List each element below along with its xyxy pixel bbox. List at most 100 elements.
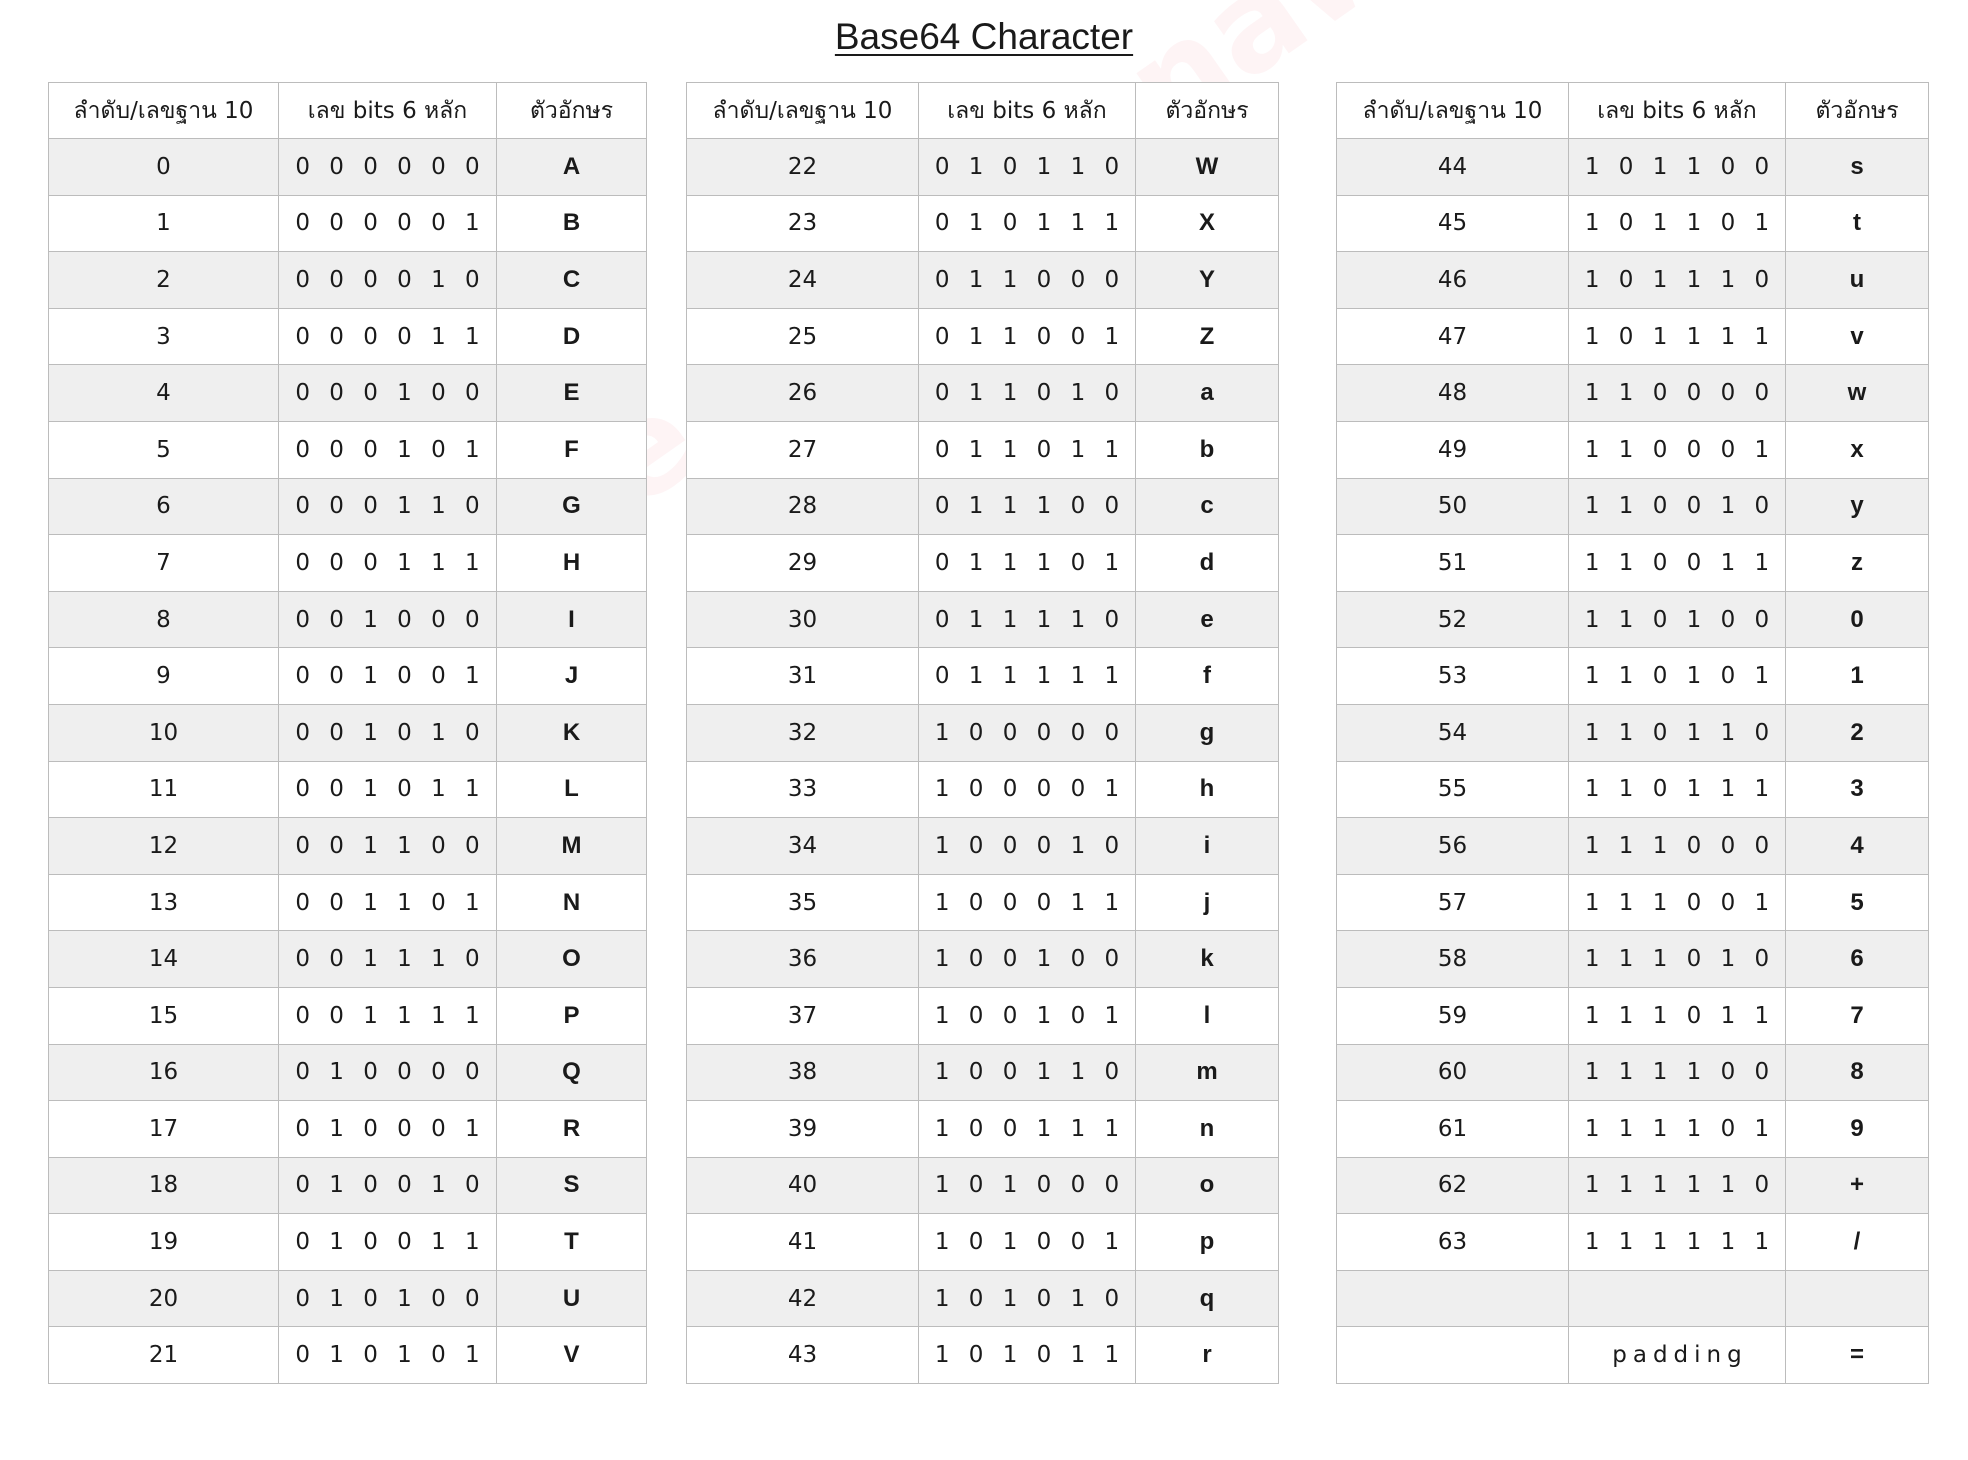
cell-character: Y bbox=[1135, 251, 1279, 309]
cell-bits: 1 1 1 1 0 1 bbox=[1568, 1100, 1786, 1158]
cell-index: 37 bbox=[686, 986, 919, 1045]
cell-index: 32 bbox=[686, 703, 919, 762]
cell-character: O bbox=[496, 930, 647, 988]
cell-bits: 0 1 1 1 0 1 bbox=[918, 534, 1136, 592]
cell-character: s bbox=[1785, 138, 1929, 196]
cell-character: E bbox=[496, 364, 647, 422]
header-bits: เลข bits 6 หลัก bbox=[1568, 82, 1786, 139]
cell-character: = bbox=[1785, 1326, 1929, 1385]
cell-index: 43 bbox=[686, 1326, 919, 1385]
cell-bits: 1 0 0 0 1 0 bbox=[918, 817, 1136, 875]
cell-bits: 1 0 1 1 0 1 bbox=[1568, 194, 1786, 253]
cell-character: R bbox=[496, 1100, 647, 1158]
cell-index: 52 bbox=[1336, 590, 1569, 649]
cell-bits: 0 1 1 0 1 1 bbox=[918, 420, 1136, 479]
cell-bits: 1 1 1 0 0 0 bbox=[1568, 817, 1786, 875]
cell-index: 38 bbox=[686, 1043, 919, 1102]
cell-character: e bbox=[1135, 590, 1279, 649]
cell-character: 8 bbox=[1785, 1043, 1929, 1102]
cell-character: L bbox=[496, 760, 647, 819]
table-row bbox=[1336, 1269, 1929, 1328]
cell-bits: 1 1 0 1 0 1 bbox=[1568, 647, 1786, 705]
cell-character: A bbox=[496, 138, 647, 196]
cell-bits: 1 1 1 0 0 1 bbox=[1568, 873, 1786, 932]
cell-index: 49 bbox=[1336, 420, 1569, 479]
cell-bits: 1 0 1 0 1 0 bbox=[918, 1269, 1136, 1328]
cell-character: g bbox=[1135, 703, 1279, 762]
cell-bits: 1 1 0 1 1 0 bbox=[1568, 703, 1786, 762]
header-index: ลำดับ/เลขฐาน 10 bbox=[686, 82, 919, 139]
cell-bits: 0 0 0 0 1 1 bbox=[278, 307, 497, 366]
cell-character: S bbox=[496, 1156, 647, 1215]
cell-index: 51 bbox=[1336, 534, 1569, 592]
cell-index: 40 bbox=[686, 1156, 919, 1215]
cell-bits: 0 0 1 1 1 0 bbox=[278, 930, 497, 988]
cell-index: 39 bbox=[686, 1100, 919, 1158]
cell-index: 42 bbox=[686, 1269, 919, 1328]
cell-bits: 1 0 0 0 0 0 bbox=[918, 703, 1136, 762]
cell-bits: 0 0 1 0 0 1 bbox=[278, 647, 497, 705]
cell-character: 0 bbox=[1785, 590, 1929, 649]
cell-character: H bbox=[496, 534, 647, 592]
cell-character: K bbox=[496, 703, 647, 762]
cell-character: I bbox=[496, 590, 647, 649]
cell-index: 46 bbox=[1336, 251, 1569, 309]
cell-character: 9 bbox=[1785, 1100, 1929, 1158]
base64-table-2: ลำดับ/เลขฐาน 10 เลข bits 6 หลัก ตัวอักษร… bbox=[686, 82, 1279, 1385]
cell-character: 3 bbox=[1785, 760, 1929, 819]
cell-index: 50 bbox=[1336, 477, 1569, 536]
cell-character: y bbox=[1785, 477, 1929, 536]
cell-index: 33 bbox=[686, 760, 919, 819]
cell-index: 30 bbox=[686, 590, 919, 649]
cell-index: 12 bbox=[48, 817, 279, 875]
cell-bits: 0 0 1 0 0 0 bbox=[278, 590, 497, 649]
cell-bits: 0 1 0 1 1 1 bbox=[918, 194, 1136, 253]
cell-bits: 0 1 1 0 0 1 bbox=[918, 307, 1136, 366]
cell-character: 5 bbox=[1785, 873, 1929, 932]
cell-index: 41 bbox=[686, 1213, 919, 1271]
cell-index: 44 bbox=[1336, 138, 1569, 196]
cell-bits: 1 1 1 0 1 0 bbox=[1568, 930, 1786, 988]
cell-bits: 1 1 1 0 1 1 bbox=[1568, 986, 1786, 1045]
header-index: ลำดับ/เลขฐาน 10 bbox=[48, 82, 279, 139]
cell-index: 25 bbox=[686, 307, 919, 366]
cell-character: k bbox=[1135, 930, 1279, 988]
cell-character: i bbox=[1135, 817, 1279, 875]
cell-index: 58 bbox=[1336, 930, 1569, 988]
cell-bits: 1 1 0 0 1 0 bbox=[1568, 477, 1786, 536]
cell-bits: 1 0 0 1 0 0 bbox=[918, 930, 1136, 988]
cell-index: 21 bbox=[48, 1326, 279, 1385]
table-row: 62 1 1 1 1 1 0 + bbox=[1336, 1156, 1929, 1215]
cell-index bbox=[1336, 1326, 1569, 1385]
base64-table-1: ลำดับ/เลขฐาน 10 เลข bits 6 หลัก ตัวอักษร… bbox=[48, 82, 647, 1385]
cell-index: 1 bbox=[48, 194, 279, 253]
cell-bits: 1 1 0 0 0 0 bbox=[1568, 364, 1786, 422]
cell-index: 59 bbox=[1336, 986, 1569, 1045]
cell-character: q bbox=[1135, 1269, 1279, 1328]
cell-character: 1 bbox=[1785, 647, 1929, 705]
cell-index: 61 bbox=[1336, 1100, 1569, 1158]
cell-bits: 0 0 0 1 0 0 bbox=[278, 364, 497, 422]
cell-character: m bbox=[1135, 1043, 1279, 1102]
base64-table-3: ลำดับ/เลขฐาน 10 เลข bits 6 หลัก ตัวอักษร… bbox=[1336, 82, 1929, 1385]
